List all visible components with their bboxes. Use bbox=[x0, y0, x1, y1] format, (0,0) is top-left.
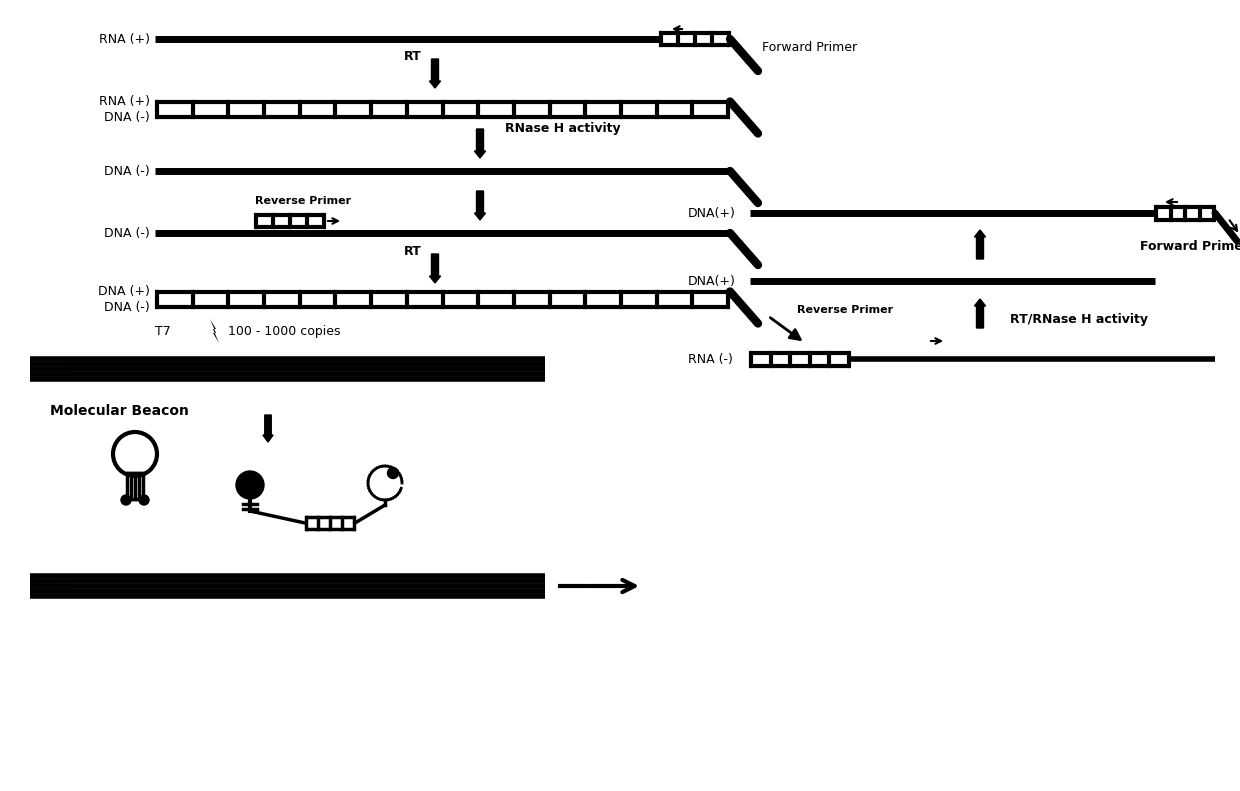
FancyArrow shape bbox=[975, 299, 986, 328]
Text: DNA(+): DNA(+) bbox=[688, 274, 735, 287]
Text: RNA (+): RNA (+) bbox=[99, 94, 150, 108]
FancyArrow shape bbox=[429, 59, 440, 88]
Circle shape bbox=[236, 471, 264, 499]
Text: DNA (-): DNA (-) bbox=[104, 165, 150, 177]
Circle shape bbox=[122, 495, 131, 505]
FancyArrow shape bbox=[429, 254, 440, 283]
FancyArrow shape bbox=[475, 191, 486, 220]
Text: Forward Primer: Forward Primer bbox=[763, 40, 857, 54]
Text: Forward Primer: Forward Primer bbox=[1140, 240, 1240, 252]
Text: RT/RNase H activity: RT/RNase H activity bbox=[1011, 313, 1148, 327]
Text: DNA (+): DNA (+) bbox=[98, 285, 150, 297]
Text: DNA(+): DNA(+) bbox=[688, 206, 735, 219]
Text: DNA (-): DNA (-) bbox=[104, 111, 150, 123]
FancyArrow shape bbox=[975, 230, 986, 259]
Text: Molecular Beacon: Molecular Beacon bbox=[50, 404, 188, 418]
Circle shape bbox=[387, 467, 398, 479]
Polygon shape bbox=[210, 319, 219, 343]
Text: RT: RT bbox=[404, 50, 422, 62]
FancyArrow shape bbox=[475, 129, 486, 158]
Text: RT: RT bbox=[404, 244, 422, 258]
Text: Reverse Primer: Reverse Primer bbox=[255, 196, 351, 206]
Text: RNA(-): RNA(-) bbox=[30, 580, 71, 592]
Text: Reverse Primer: Reverse Primer bbox=[797, 305, 893, 315]
Text: RNase H activity: RNase H activity bbox=[505, 122, 621, 134]
Text: RNA (-): RNA (-) bbox=[688, 353, 733, 365]
Text: RNA(-): RNA(-) bbox=[30, 362, 71, 376]
Text: DNA (-): DNA (-) bbox=[104, 301, 150, 313]
Text: T7: T7 bbox=[155, 324, 171, 338]
Circle shape bbox=[139, 495, 149, 505]
Text: RNA (+): RNA (+) bbox=[99, 32, 150, 46]
FancyArrow shape bbox=[263, 415, 273, 442]
Text: DNA (-): DNA (-) bbox=[104, 226, 150, 240]
Text: 100 - 1000 copies: 100 - 1000 copies bbox=[228, 324, 341, 338]
